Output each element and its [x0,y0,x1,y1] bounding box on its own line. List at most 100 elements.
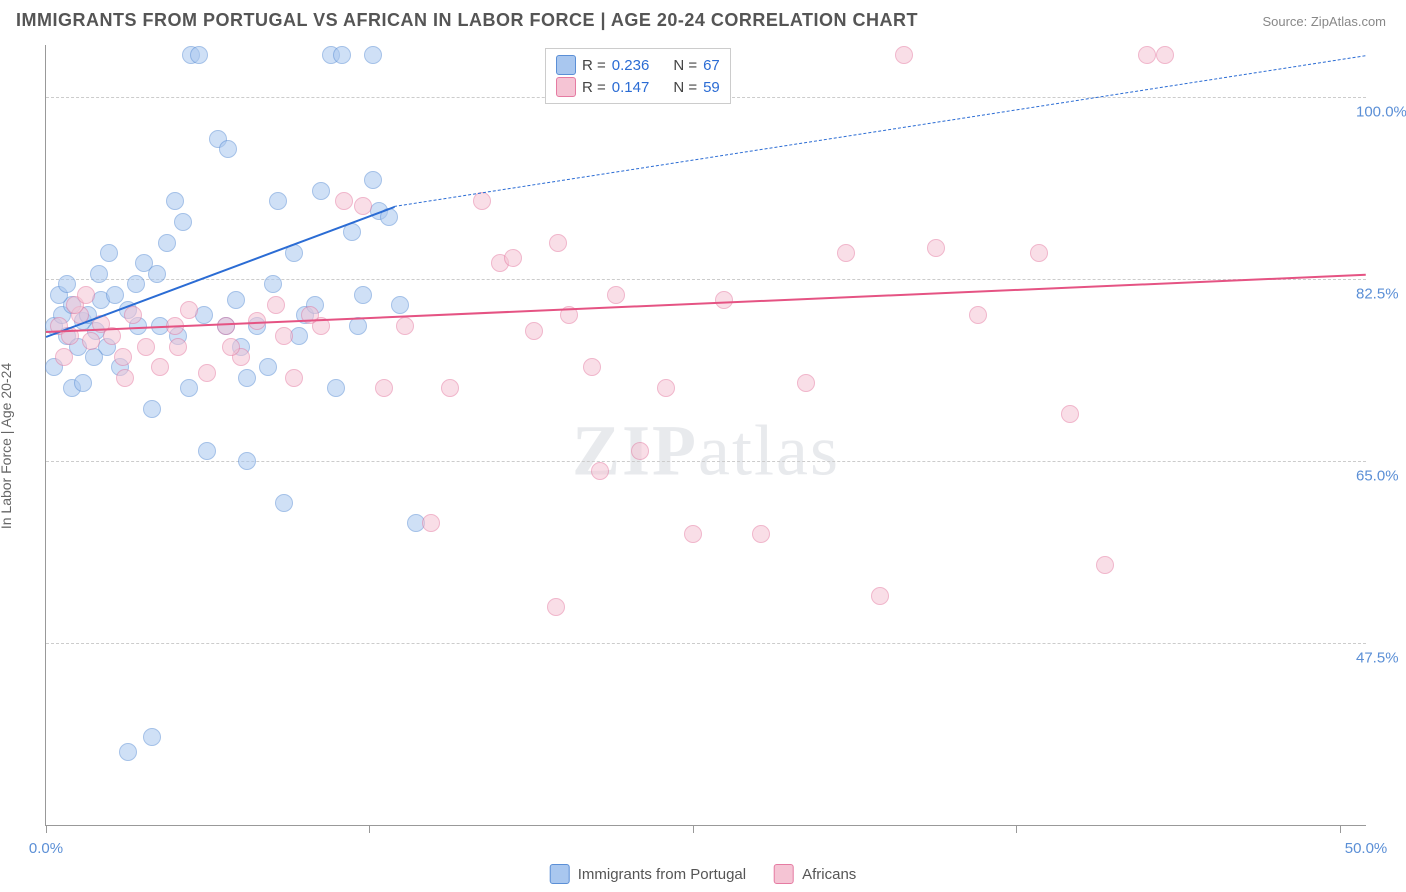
n-value-portugal: 67 [703,57,720,74]
data-point-africans [797,374,815,392]
data-point-africans [285,369,303,387]
data-point-portugal [174,213,192,231]
data-point-africans [1061,405,1079,423]
data-point-portugal [364,46,382,64]
data-point-portugal [166,192,184,210]
r-label: R = [582,79,606,96]
x-tick [1340,825,1341,833]
legend-stats-row-africans: R = 0.147 N = 59 [556,77,720,97]
data-point-portugal [259,358,277,376]
data-point-africans [335,192,353,210]
watermark: ZIPatlas [572,409,840,492]
data-point-portugal [85,348,103,366]
r-label: R = [582,57,606,74]
data-point-africans [354,197,372,215]
data-point-africans [151,358,169,376]
legend-item-portugal: Immigrants from Portugal [550,864,746,884]
data-point-portugal [364,171,382,189]
data-point-portugal [238,369,256,387]
r-value-portugal: 0.236 [612,57,650,74]
legend-stats-row-portugal: R = 0.236 N = 67 [556,55,720,75]
data-point-africans [124,306,142,324]
data-point-africans [631,442,649,460]
data-point-africans [473,192,491,210]
data-point-portugal [275,494,293,512]
data-point-africans [525,322,543,340]
chart-title: IMMIGRANTS FROM PORTUGAL VS AFRICAN IN L… [16,10,918,31]
data-point-portugal [269,192,287,210]
y-tick-label: 47.5% [1356,650,1406,667]
x-tick [693,825,694,833]
data-point-portugal [333,46,351,64]
data-point-africans [114,348,132,366]
gridline [46,279,1366,280]
data-point-portugal [391,296,409,314]
data-point-africans [441,379,459,397]
data-point-africans [222,338,240,356]
data-point-africans [217,317,235,335]
data-point-portugal [74,374,92,392]
legend-series: Immigrants from Portugal Africans [550,864,857,884]
y-axis-label: In Labor Force | Age 20-24 [0,363,14,529]
x-tick [369,825,370,833]
data-point-portugal [148,265,166,283]
data-point-africans [137,338,155,356]
trend-line [394,55,1366,207]
data-point-africans [657,379,675,397]
data-point-portugal [312,182,330,200]
data-point-africans [422,514,440,532]
data-point-portugal [143,728,161,746]
data-point-africans [275,327,293,345]
data-point-portugal [238,452,256,470]
data-point-africans [752,525,770,543]
data-point-africans [1030,244,1048,262]
legend-label-portugal: Immigrants from Portugal [578,866,746,883]
x-tick [1016,825,1017,833]
n-value-africans: 59 [703,79,720,96]
data-point-africans [1138,46,1156,64]
data-point-portugal [264,275,282,293]
data-point-portugal [106,286,124,304]
data-point-africans [684,525,702,543]
data-point-portugal [158,234,176,252]
data-point-africans [77,286,95,304]
swatch-portugal [550,864,570,884]
data-point-portugal [100,244,118,262]
data-point-africans [895,46,913,64]
data-point-africans [591,462,609,480]
source-attribution: Source: ZipAtlas.com [1262,14,1386,29]
data-point-africans [375,379,393,397]
n-label: N = [673,79,697,96]
data-point-africans [607,286,625,304]
data-point-portugal [127,275,145,293]
r-value-africans: 0.147 [612,79,650,96]
data-point-portugal [227,291,245,309]
data-point-africans [180,301,198,319]
data-point-africans [396,317,414,335]
data-point-portugal [198,442,216,460]
data-point-africans [169,338,187,356]
y-tick-label: 100.0% [1356,104,1406,121]
data-point-portugal [119,743,137,761]
data-point-africans [1156,46,1174,64]
data-point-portugal [219,140,237,158]
x-tick-label: 0.0% [29,840,63,857]
swatch-portugal [556,55,576,75]
data-point-africans [927,239,945,257]
watermark-rest: atlas [698,410,840,490]
data-point-africans [837,244,855,262]
data-point-africans [871,587,889,605]
data-point-africans [1096,556,1114,574]
data-point-portugal [58,275,76,293]
legend-label-africans: Africans [802,866,856,883]
data-point-portugal [90,265,108,283]
data-point-africans [547,598,565,616]
data-point-portugal [143,400,161,418]
data-point-portugal [180,379,198,397]
data-point-africans [583,358,601,376]
data-point-portugal [195,306,213,324]
chart-container: IMMIGRANTS FROM PORTUGAL VS AFRICAN IN L… [0,0,1406,892]
x-tick [46,825,47,833]
data-point-africans [198,364,216,382]
swatch-africans [556,77,576,97]
